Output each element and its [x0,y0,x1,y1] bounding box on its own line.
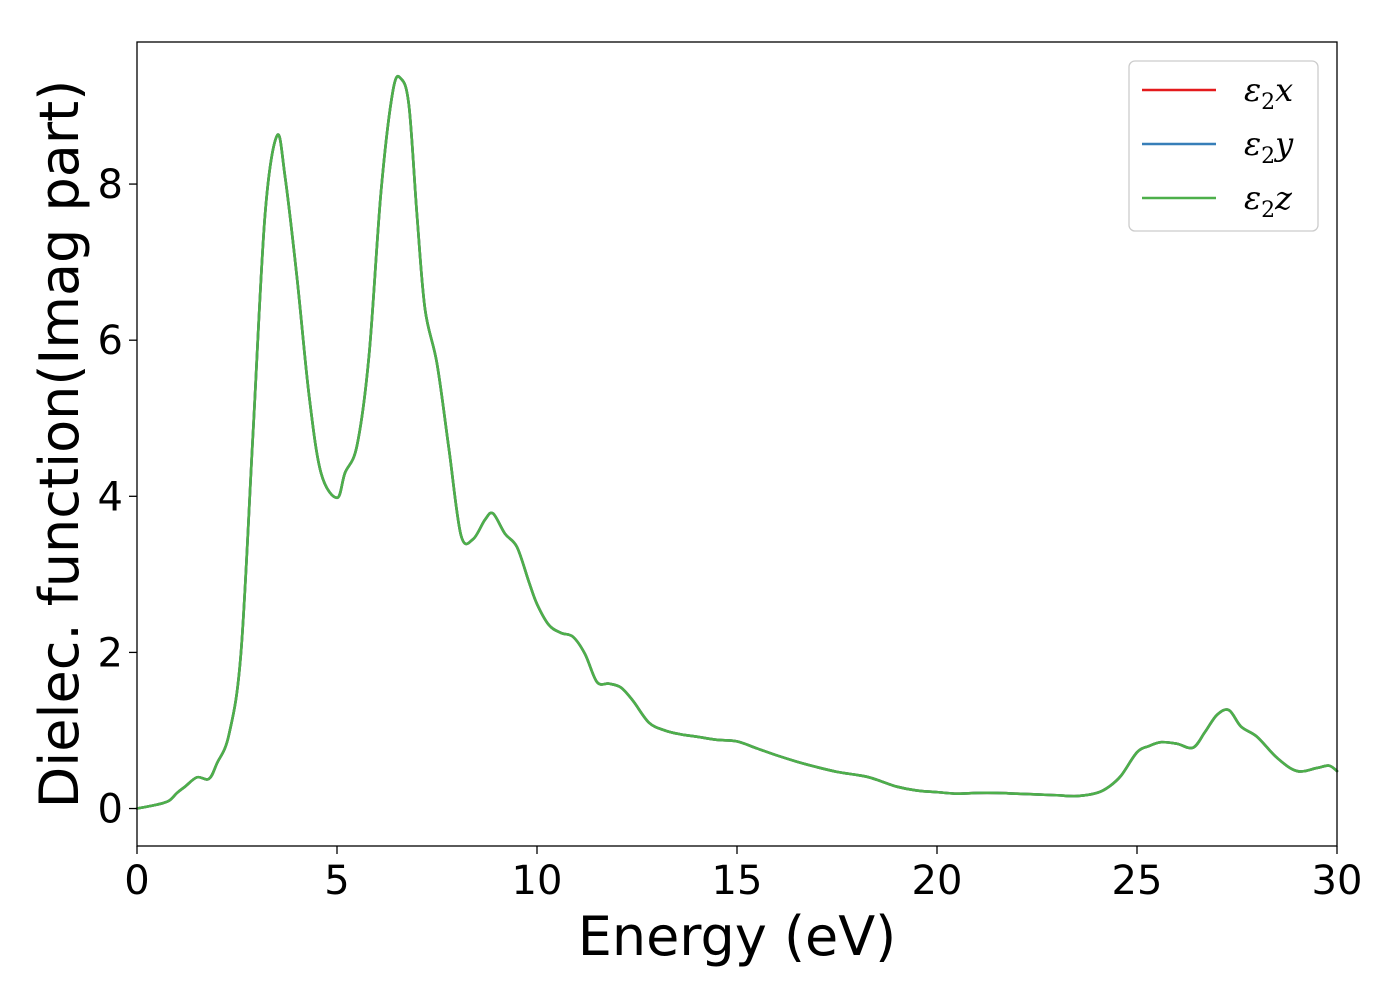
x-ticks: 0 5 10 15 20 25 30 [124,846,1362,904]
y-tick-label: 6 [98,318,123,364]
x-tick-label: 5 [324,858,349,904]
legend-box [1128,60,1319,232]
legend-label-3: ε2z [1244,179,1293,223]
x-tick-label: 30 [1312,858,1363,904]
x-tick-label: 15 [712,858,763,904]
legend-label-2: ε2y [1244,125,1294,169]
x-tick-label: 25 [1112,858,1163,904]
y-tick-label: 8 [98,162,123,208]
y-tick-label: 2 [98,630,123,676]
series-layer [135,74,1339,810]
legend-label-1: ε2x [1244,71,1293,115]
x-tick-label: 20 [912,858,963,904]
y-ticks: 0 2 4 6 8 [98,162,137,833]
x-tick-label: 10 [512,858,563,904]
y-tick-label: 4 [98,474,123,520]
series-line-3 [135,74,1339,810]
y-tick-label: 0 [98,787,123,833]
legend: ε2x ε2y ε2z [1128,60,1319,232]
y-axis-title: Dielec. function(Imag part) [28,80,91,809]
x-tick-label: 0 [124,858,149,904]
x-axis-title: Energy (eV) [578,905,897,968]
